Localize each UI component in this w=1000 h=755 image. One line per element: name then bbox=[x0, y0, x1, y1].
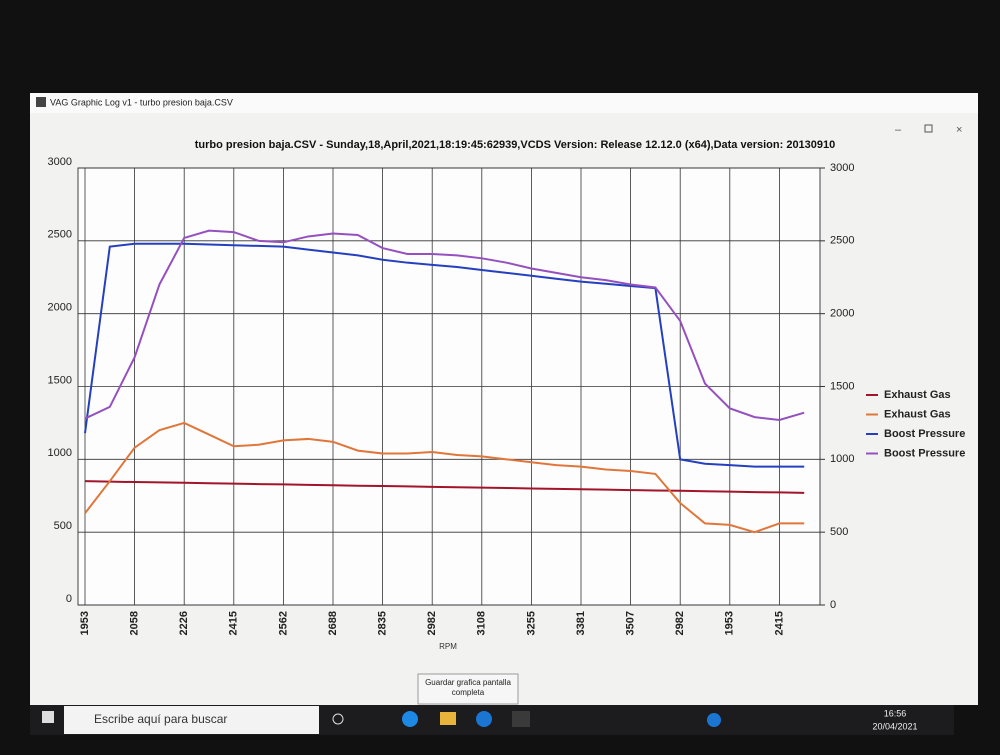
x-tick-label: 2835 bbox=[377, 611, 389, 635]
legend-label: Boost Pressure bbox=[884, 428, 965, 440]
x-tick-label: 3507 bbox=[625, 611, 637, 635]
y2-tick-label: 0 bbox=[830, 599, 836, 611]
x-tick-label: 3255 bbox=[525, 611, 537, 635]
save-button-label[interactable]: Guardar grafica pantalla completa bbox=[425, 678, 511, 697]
help-icon[interactable] bbox=[707, 713, 721, 727]
clock-date: 20/04/2021 bbox=[872, 721, 917, 731]
x-tick-label: 2415 bbox=[773, 611, 785, 635]
legend-label: Exhaust Gas bbox=[884, 408, 951, 420]
x-tick-label: 2982 bbox=[426, 611, 438, 635]
save-button-label-box: Guardar grafica pantalla completa bbox=[425, 678, 511, 697]
x-axis-label: RPM bbox=[439, 642, 457, 651]
y-tick-label: 0 bbox=[66, 593, 72, 605]
series-line bbox=[84, 421, 805, 534]
y-tick-label: 2000 bbox=[48, 302, 72, 314]
x-tick-label: 2058 bbox=[129, 611, 141, 635]
x-tick-label: 1953 bbox=[724, 611, 736, 635]
edge-icon[interactable] bbox=[402, 711, 418, 727]
maximize-button[interactable] bbox=[924, 124, 933, 133]
y-tick-label: 2500 bbox=[48, 229, 72, 241]
y2-tick-label: 1500 bbox=[830, 380, 854, 392]
series-line bbox=[84, 480, 805, 494]
x-tick-label: 1953 bbox=[79, 611, 91, 635]
close-button[interactable]: × bbox=[956, 124, 962, 136]
y2-tick-label: 2000 bbox=[830, 308, 854, 320]
y-tick-label: 1000 bbox=[48, 447, 72, 459]
window-title: VAG Graphic Log v1 - turbo presion baja.… bbox=[50, 97, 233, 107]
save-button[interactable] bbox=[417, 673, 519, 705]
x-tick-label: 3381 bbox=[575, 611, 587, 635]
vag-icon[interactable] bbox=[512, 711, 530, 727]
start-button[interactable] bbox=[42, 711, 54, 723]
title-bar bbox=[30, 93, 978, 113]
task-view[interactable] bbox=[332, 713, 344, 725]
y2-tick-label: 3000 bbox=[830, 162, 854, 174]
y-tick-label: 500 bbox=[54, 520, 72, 532]
chart-title: turbo presion baja.CSV - Sunday,18,April… bbox=[195, 139, 836, 151]
explorer-icon[interactable] bbox=[440, 712, 456, 725]
x-tick-label: 2982 bbox=[674, 611, 686, 635]
search-box[interactable] bbox=[64, 706, 319, 734]
search-placeholder: Escribe aquí para buscar bbox=[94, 712, 227, 726]
x-tick-label: 2415 bbox=[228, 611, 240, 635]
y2-tick-label: 1000 bbox=[830, 453, 854, 465]
clock-time: 16:56 bbox=[884, 708, 907, 718]
x-tick-label: 2226 bbox=[178, 611, 190, 635]
app-icon bbox=[36, 97, 46, 107]
y-tick-label: 1500 bbox=[48, 374, 72, 386]
y-tick-label: 3000 bbox=[48, 156, 72, 168]
y2-tick-label: 500 bbox=[830, 526, 848, 538]
x-tick-label: 3108 bbox=[476, 611, 488, 635]
series-line bbox=[84, 229, 805, 422]
legend-label: Boost Pressure bbox=[884, 447, 965, 459]
series-line bbox=[84, 242, 805, 468]
x-tick-label: 2562 bbox=[277, 611, 289, 635]
y2-tick-label: 2500 bbox=[830, 235, 854, 247]
minimize-button[interactable]: – bbox=[895, 124, 902, 136]
legend-label: Exhaust Gas bbox=[884, 389, 951, 401]
x-tick-label: 2688 bbox=[327, 611, 339, 635]
ie-icon[interactable] bbox=[476, 711, 492, 727]
